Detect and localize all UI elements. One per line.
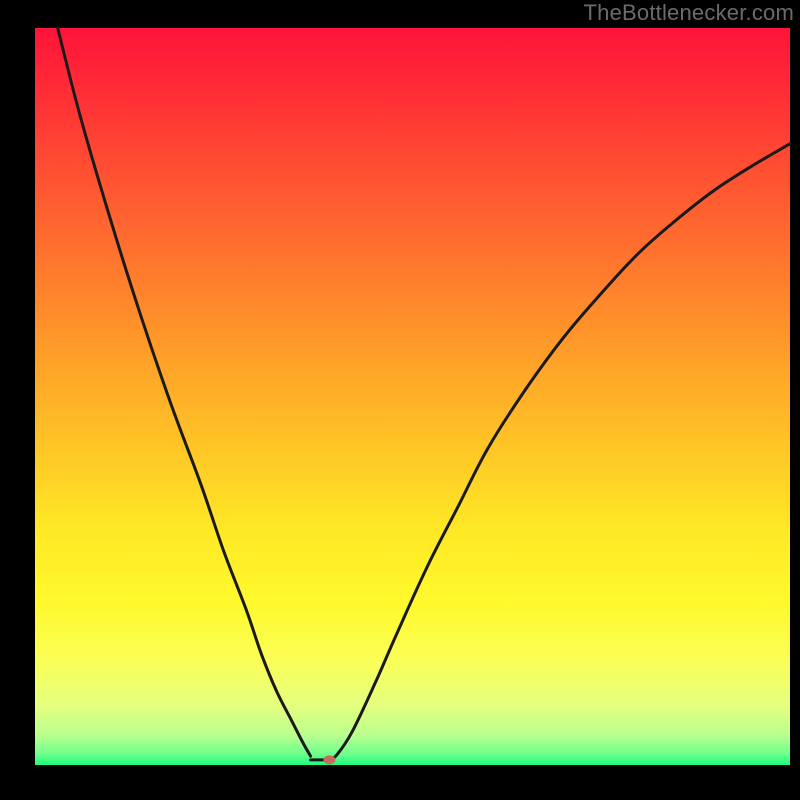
curve-overlay [35, 28, 790, 765]
min-marker [323, 755, 335, 764]
watermark-label: TheBottlenecker.com [584, 0, 794, 26]
curve-right [329, 144, 790, 760]
curve-left [58, 28, 311, 756]
plot-area [35, 28, 790, 765]
chart-container: TheBottlenecker.com [0, 0, 800, 800]
